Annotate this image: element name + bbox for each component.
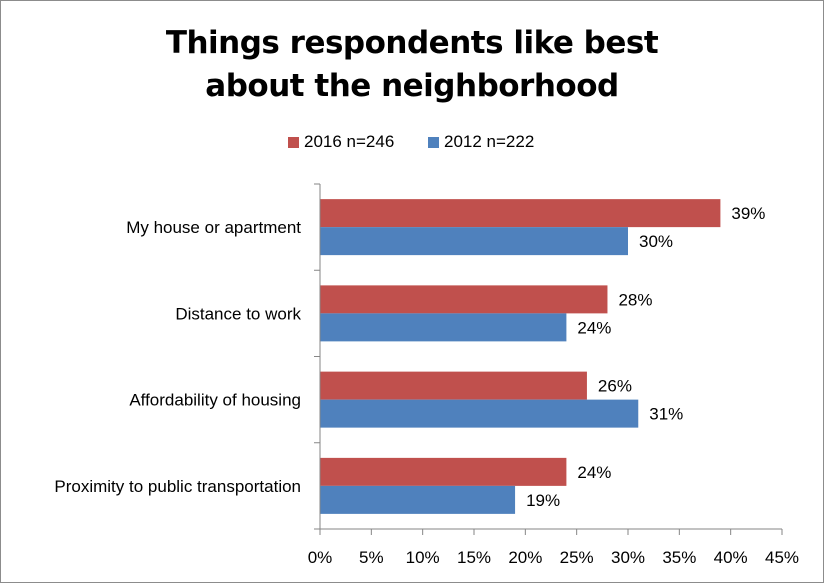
legend-item-2016: 2016 n=246	[288, 132, 394, 152]
x-tick-label-5: 25%	[560, 548, 594, 567]
bar-2012-1	[320, 227, 628, 256]
x-tick-label-3: 15%	[457, 548, 491, 567]
x-tick-label-0: 0%	[308, 548, 333, 567]
bar-2016-1	[320, 199, 721, 228]
data-label-2016-1: 39%	[731, 204, 765, 223]
x-tick-label-8: 40%	[714, 548, 748, 567]
data-label-2012-3: 31%	[649, 405, 683, 424]
bar-2012-3	[320, 399, 639, 428]
legend-swatch-2012	[428, 136, 439, 148]
bar-2012-4	[320, 485, 516, 514]
data-label-2012-4: 19%	[526, 491, 560, 510]
legend-label-2016: 2016 n=246	[304, 132, 395, 151]
bar-2016-2	[320, 285, 608, 314]
chart-title-line-2: about the neighborhood	[205, 68, 619, 104]
x-tick-label-7: 35%	[662, 548, 696, 567]
data-label-2016-3: 26%	[598, 377, 632, 396]
chart-title: Things respondents like best about the n…	[0, 22, 824, 108]
x-tick-label-9: 45%	[765, 548, 799, 567]
data-label-2012-2: 24%	[577, 318, 611, 337]
x-tick-label-4: 20%	[508, 548, 542, 567]
data-label-2016-2: 28%	[618, 290, 652, 309]
bar-2016-4	[320, 457, 567, 486]
data-label-2016-4: 24%	[577, 463, 611, 482]
data-label-2012-1: 30%	[639, 232, 673, 251]
x-tick-label-6: 30%	[611, 548, 645, 567]
bar-2012-2	[320, 313, 567, 342]
legend-swatch-2016	[288, 136, 299, 148]
category-label-4: Proximity to public transportation	[54, 477, 301, 496]
legend-item-2012: 2012 n=222	[428, 132, 534, 152]
category-label-2: Distance to work	[175, 304, 301, 323]
legend-label-2012: 2012 n=222	[444, 132, 535, 151]
bar-2016-3	[320, 371, 587, 400]
category-label-3: Affordability of housing	[129, 391, 301, 410]
x-tick-label-1: 5%	[359, 548, 384, 567]
category-label-1: My house or apartment	[126, 218, 301, 237]
x-tick-label-2: 10%	[406, 548, 440, 567]
chart-title-line-1: Things respondents like best	[165, 25, 659, 61]
